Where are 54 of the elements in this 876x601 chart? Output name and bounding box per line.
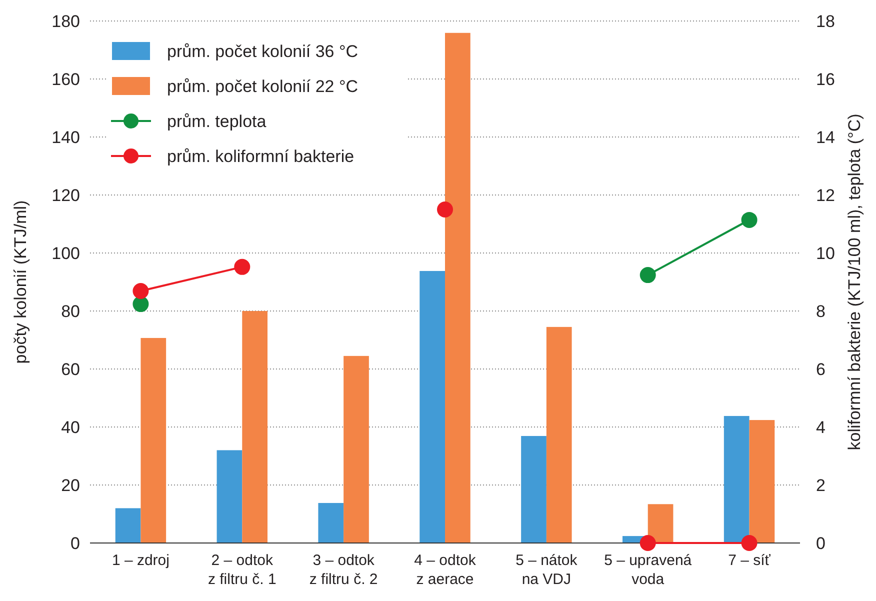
bar [648, 504, 674, 543]
y2-tick-label: 6 [816, 360, 826, 379]
bar [749, 420, 775, 543]
bar [115, 508, 141, 543]
legend-label: prům. počet kolonií 22 °C [167, 76, 358, 96]
y2-tick-label: 10 [816, 244, 835, 263]
point [640, 267, 656, 284]
point [741, 535, 758, 551]
point [640, 535, 656, 551]
y-tick-label: 20 [61, 476, 80, 495]
y2-tick-label: 18 [816, 12, 835, 31]
bar [420, 270, 445, 543]
x-tick-label: 1 – zdroj [112, 552, 170, 569]
x-tick-label: 5 – upravená voda [604, 552, 692, 588]
y-axis-title: počty kolonií (KTJ/ml) [11, 200, 30, 364]
y-tick-label: 160 [52, 70, 80, 89]
y2-tick-label: 8 [816, 302, 826, 321]
bar [140, 338, 166, 543]
bar [445, 32, 470, 543]
y-tick-label: 100 [52, 244, 80, 263]
legend-label: prům. teplota [167, 112, 267, 131]
y2-tick-label: 16 [816, 70, 835, 89]
point [132, 282, 149, 299]
legend-label: prům. koliformní bakterie [167, 146, 354, 166]
y2-tick-label: 0 [816, 534, 826, 553]
legend-label: prům. počet kolonií 36 °C [167, 42, 358, 61]
bar [216, 450, 242, 543]
y2-axis-title: koliformní bakterie (KTJ/100 ml), teplota (°C) [845, 114, 864, 450]
y-tick-label: 40 [61, 418, 80, 437]
x-tick-label: 7 – síť [728, 552, 771, 569]
y2-tick-label: 4 [816, 418, 826, 437]
y-tick-label: 140 [52, 128, 80, 147]
bar [344, 356, 369, 543]
bar [546, 326, 572, 543]
x-tick-label: 4 – odtok z aerace [414, 552, 476, 588]
x-tick-label: 5 – nátok na VDJ [516, 552, 578, 588]
point [741, 212, 758, 228]
bar [724, 416, 750, 543]
bar [318, 502, 344, 543]
y2-tick-label: 2 [816, 476, 826, 495]
bar [242, 311, 268, 543]
y-tick-label: 120 [52, 186, 80, 205]
y-tick-label: 0 [70, 534, 80, 553]
bar [521, 436, 546, 543]
point [132, 296, 149, 312]
point [234, 258, 250, 275]
x-tick-label: 3 – odtok z filtru č. 2 [309, 552, 378, 588]
y-tick-label: 60 [61, 360, 80, 379]
y2-tick-label: 12 [816, 186, 835, 205]
y-tick-label: 180 [52, 12, 80, 31]
y2-tick-label: 14 [816, 128, 835, 147]
x-tick-label: 2 – odtok z filtru č. 1 [208, 552, 276, 588]
y-tick-label: 80 [61, 302, 80, 321]
point [437, 202, 453, 218]
